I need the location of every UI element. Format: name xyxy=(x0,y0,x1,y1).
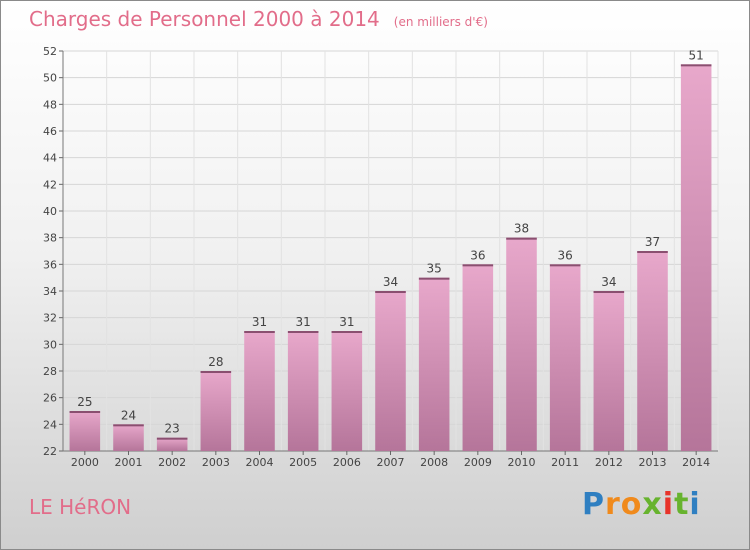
data-label: 34 xyxy=(383,275,398,289)
x-tick-label: 2012 xyxy=(595,456,623,469)
x-tick-label: 2010 xyxy=(508,456,536,469)
bar xyxy=(69,411,101,451)
data-label: 51 xyxy=(689,48,704,62)
x-tick-label: 2011 xyxy=(551,456,579,469)
bar-top-edge xyxy=(113,424,144,427)
bar xyxy=(287,331,319,451)
bar-top-edge xyxy=(69,411,101,413)
chart-title: Charges de Personnel 2000 à 2014 (en mill… xyxy=(29,7,488,31)
y-tick-label: 44 xyxy=(43,152,57,165)
bar-top-edge xyxy=(375,291,406,293)
x-tick-label: 2008 xyxy=(420,456,448,469)
bar-top-edge xyxy=(506,237,537,240)
y-tick-label: 36 xyxy=(43,258,57,271)
y-tick-label: 46 xyxy=(43,125,57,138)
labels: 22 24 26 28 30 32 34 36 38 40 42 44 46 48 50 52 25 2000 24… xyxy=(43,45,710,469)
bar xyxy=(244,331,275,451)
bar-top-edge xyxy=(418,277,450,280)
bar xyxy=(113,424,144,451)
data-label: 31 xyxy=(296,315,311,329)
proxiti-logo[interactable]: Proxiti xyxy=(582,487,701,522)
x-tick-label: 2001 xyxy=(115,456,143,469)
y-tick-label: 28 xyxy=(43,365,57,378)
bar-top-edge xyxy=(331,331,363,333)
logo-letter: i xyxy=(689,487,701,522)
bar xyxy=(200,371,232,451)
bar-top-edge xyxy=(549,264,581,267)
bar-top-edge xyxy=(593,291,625,293)
bar-top-edge xyxy=(637,251,668,253)
bar-top-edge xyxy=(200,371,232,373)
data-label: 35 xyxy=(427,262,442,276)
bar xyxy=(506,237,537,451)
x-tick-label: 2014 xyxy=(682,456,710,469)
data-label: 31 xyxy=(339,315,354,329)
bar xyxy=(418,277,450,451)
y-tick-label: 52 xyxy=(43,45,57,58)
chart-title-text: Charges de Personnel 2000 à 2014 xyxy=(29,7,380,31)
commune-name: LE HéRON xyxy=(29,495,132,519)
bars xyxy=(69,64,712,452)
x-tick-label: 2013 xyxy=(639,456,667,469)
bar xyxy=(637,251,668,451)
bar-top-edge xyxy=(244,331,275,333)
data-label: 31 xyxy=(252,315,267,329)
y-tick-label: 38 xyxy=(43,232,57,245)
data-label: 36 xyxy=(558,248,573,262)
y-tick-label: 26 xyxy=(43,392,57,405)
bar xyxy=(680,64,712,452)
data-label: 38 xyxy=(514,222,529,236)
logo-letter: x xyxy=(642,487,663,522)
y-tick-label: 50 xyxy=(43,72,57,85)
bar-top-edge xyxy=(462,264,494,267)
y-tick-label: 34 xyxy=(43,285,57,298)
y-tick-label: 40 xyxy=(43,205,57,218)
chart-subtitle: (en milliers d'€) xyxy=(393,15,488,29)
bar xyxy=(462,264,494,451)
data-label: 36 xyxy=(470,248,485,262)
x-tick-label: 2009 xyxy=(464,456,492,469)
y-tick-label: 42 xyxy=(43,178,57,191)
data-label: 28 xyxy=(208,355,223,369)
logo-letter: P xyxy=(582,487,605,522)
bar-top-edge xyxy=(287,331,319,333)
y-tick-label: 30 xyxy=(43,338,57,351)
data-label: 25 xyxy=(77,395,92,409)
x-tick-label: 2007 xyxy=(377,456,405,469)
x-tick-label: 2005 xyxy=(289,456,317,469)
y-tick-label: 24 xyxy=(43,418,57,431)
logo-letter: i xyxy=(662,487,675,522)
x-tick-label: 2002 xyxy=(158,456,186,469)
bar xyxy=(156,437,188,451)
x-tick-label: 2000 xyxy=(71,456,99,469)
data-label: 37 xyxy=(645,235,660,249)
x-tick-label: 2003 xyxy=(202,456,230,469)
x-tick-label: 2006 xyxy=(333,456,361,469)
y-tick-label: 32 xyxy=(43,312,57,325)
bar-top-edge xyxy=(156,437,188,440)
bar-top-edge xyxy=(680,64,712,67)
y-tick-label: 48 xyxy=(43,98,57,111)
data-label: 23 xyxy=(165,422,180,436)
bar xyxy=(375,291,406,451)
logo-letter: t xyxy=(674,487,690,522)
x-tick-label: 2004 xyxy=(246,456,274,469)
data-label: 34 xyxy=(601,275,616,289)
logo-letter: r xyxy=(605,487,621,522)
y-tick-label: 22 xyxy=(43,445,57,458)
bar xyxy=(549,264,581,451)
logo-letter: o xyxy=(620,487,643,522)
bar xyxy=(331,331,363,451)
bar xyxy=(593,291,625,451)
data-label: 24 xyxy=(121,408,136,422)
